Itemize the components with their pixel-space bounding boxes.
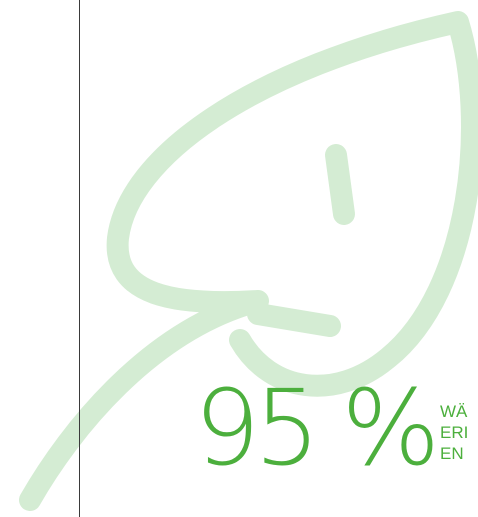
stat-caption: WÄ ERI EN: [440, 401, 468, 464]
stat-caption-line: ERI: [440, 423, 469, 442]
stat-percentage: 95 %: [194, 367, 440, 489]
stat-caption-line: WÄ: [440, 402, 468, 421]
vertical-divider: [79, 0, 80, 517]
stat-caption-line: EN: [440, 444, 464, 463]
